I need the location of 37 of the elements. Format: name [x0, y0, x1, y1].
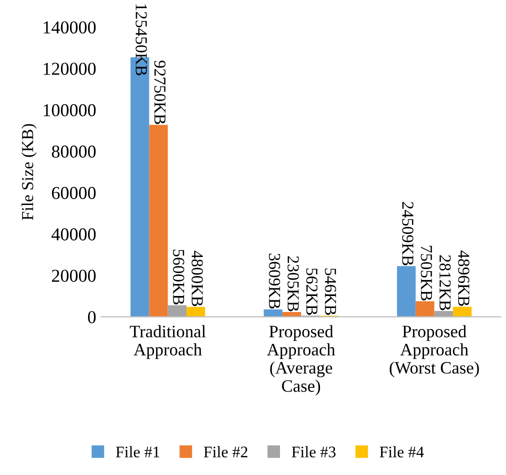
bar [149, 124, 168, 317]
bar [264, 309, 282, 317]
data-label: 4896KB [458, 250, 470, 306]
data-label: 4800KB [192, 250, 203, 306]
data-label: 546KB [324, 268, 336, 315]
y-tick-label: 80000 [52, 146, 96, 158]
data-label: 562KB [306, 268, 318, 315]
x-tick-label: Proposed Approach (Average Case) [267, 325, 336, 396]
legend-label: File #2 [204, 446, 248, 458]
y-tick-label: 0 [88, 311, 96, 324]
y-tick-label: 60000 [52, 186, 96, 200]
y-axis-title: File Size (KB) [22, 124, 37, 220]
bar [397, 266, 416, 317]
bar [186, 306, 206, 317]
data-label: 92750KB [154, 60, 166, 124]
data-label: 2305KB [288, 256, 299, 312]
data-label: 7505KB [420, 246, 432, 300]
data-label: 5600KB [172, 250, 184, 304]
x-tick-label: Proposed Approach (Worst Case) [390, 325, 479, 378]
bar [434, 311, 453, 317]
bar [168, 305, 186, 317]
legend-label: File #4 [380, 446, 424, 458]
y-tick-label: 120000 [44, 62, 96, 75]
y-tick-label: 40000 [52, 228, 96, 240]
data-label: 3609KB [268, 254, 280, 309]
y-tick-label: 100000 [44, 104, 96, 116]
legend-label: File #1 [116, 446, 160, 458]
bar [416, 301, 434, 317]
bar [452, 306, 472, 317]
data-label: 24509KB [402, 202, 414, 266]
y-tick-label: 140000 [44, 21, 96, 34]
data-label: 125450KB [136, 4, 147, 76]
y-tick-label: 20000 [52, 270, 96, 282]
bar [282, 312, 302, 317]
legend-label: File #3 [292, 446, 336, 458]
x-tick-label: Traditional Approach [130, 325, 206, 360]
data-label: 2812KB [439, 255, 451, 310]
